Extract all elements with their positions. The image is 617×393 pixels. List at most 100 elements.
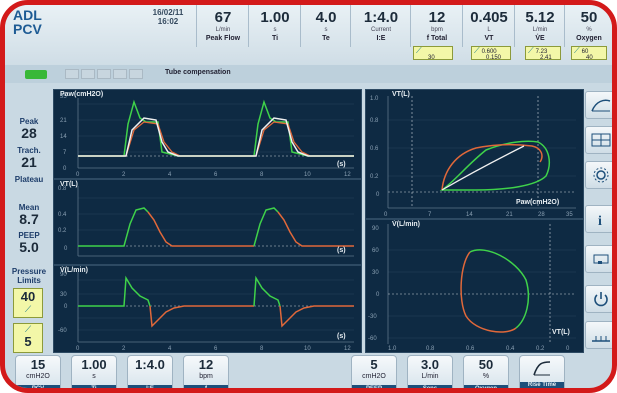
axis-tick: 8: [260, 172, 264, 178]
rise-time-button[interactable]: Rise Time: [519, 355, 565, 388]
axis-tick: 0.2: [536, 346, 545, 352]
flow-graph-title: V̇(L/min): [60, 267, 88, 274]
ie-ratio-button[interactable]: 1:4.0 I:E: [127, 355, 173, 388]
toolbar-button-4[interactable]: [113, 69, 127, 79]
slope-icon: ⟋: [574, 46, 580, 55]
axis-tick: 21: [506, 212, 513, 218]
oxygen-button[interactable]: 50 % Oxygen: [463, 355, 509, 388]
axis-tick: 30: [372, 270, 379, 276]
time-unit-label: (s): [337, 247, 346, 254]
axis-tick: 35: [60, 94, 67, 100]
axis-tick: 8: [260, 346, 264, 352]
battery-icon: [25, 70, 47, 79]
time-unit-label: (s): [337, 161, 346, 168]
mode-label: ADL: [13, 7, 42, 23]
axis-tick: 0: [376, 292, 380, 298]
peep-button[interactable]: 5 cmH2O PEEP: [351, 355, 397, 388]
info-button[interactable]: i: [585, 205, 612, 233]
axis-tick: 21: [60, 118, 67, 124]
pcv-pressure-button[interactable]: 15 cmH2O PCV: [15, 355, 61, 388]
axis-tick: 0: [376, 192, 380, 198]
layout-icon: [591, 133, 611, 147]
slope-icon: ⟋: [416, 46, 422, 55]
axis-tick: 1.0: [388, 346, 397, 352]
alarm-limit-vt[interactable]: ⟋ 0.600 0.150: [471, 46, 511, 61]
toolbar-button-1[interactable]: [65, 69, 79, 79]
axis-tick: 0.4: [58, 212, 67, 218]
axis-tick: 0.8: [426, 346, 435, 352]
axis-tick: 0: [384, 212, 388, 218]
loop2-x-label: VT(L): [552, 329, 570, 336]
power-icon: [594, 292, 608, 307]
toolbar-button-5[interactable]: [129, 69, 143, 79]
slope-icon: ⟋: [24, 304, 32, 314]
axis-tick: 6: [214, 172, 218, 178]
axis-tick: 0: [64, 246, 68, 252]
loop1-title: VT(L): [392, 91, 410, 98]
trach-pressure-readout: Trach. 21: [17, 146, 41, 170]
axis-tick: 4: [168, 172, 172, 178]
alarm-limit-oxygen[interactable]: ⟋ 60 40: [571, 46, 607, 61]
axis-tick: 28: [538, 212, 545, 218]
axis-tick: 0.2: [370, 174, 379, 180]
slope-icon: ⟋: [24, 324, 32, 334]
toolbar-button-3[interactable]: [97, 69, 111, 79]
paw-graph-title: Paw(cmH2O): [60, 91, 104, 98]
axis-tick: 35: [566, 212, 573, 218]
axis-tick: 0: [63, 166, 67, 172]
axis-tick: 10: [304, 172, 311, 178]
lung-mechanics-button[interactable]: [585, 91, 612, 119]
pressure-limit-low-button[interactable]: ⟋ 5: [13, 323, 43, 353]
flow-volume-loop: 90 60 30 0 -30 -60 1.0 0.8 0.6 0.4 0.2 0…: [365, 219, 584, 353]
flow-waveform-graph: 90 30 0 -60 0 2 4 6 8 10 12 (s) V̇(L/min…: [53, 265, 362, 353]
axis-tick: 7: [63, 150, 67, 156]
param-ti: 1.00 s Ti: [248, 5, 301, 47]
axis-tick: 0.8: [58, 186, 67, 192]
param-oxygen: 50 % Oxygen: [564, 5, 612, 47]
svg-text:i: i: [598, 214, 602, 227]
alarm-limit-f[interactable]: ⟋ 30: [413, 46, 453, 61]
mean-pressure-readout: Mean 8.7: [18, 203, 40, 227]
axis-tick: 12: [344, 172, 351, 178]
sensitivity-button[interactable]: 3.0 L/min Sens: [407, 355, 453, 388]
menu-button[interactable]: [585, 245, 612, 273]
rise-time-icon: [533, 361, 551, 376]
pressure-limits-label: Pressure Limits: [11, 267, 47, 285]
loop1-x-label: Paw(cmH2O): [516, 199, 559, 206]
layout-button[interactable]: [585, 126, 612, 154]
axis-tick: 2: [122, 346, 126, 352]
axis-tick: 90: [372, 226, 379, 232]
date-display: 16/02/11: [152, 8, 184, 17]
settings-button[interactable]: [585, 161, 612, 189]
alarm-limit-ve[interactable]: ⟋ 7.23 2.41: [525, 46, 561, 61]
ti-button[interactable]: 1.00 s Ti: [71, 355, 117, 388]
axis-tick: 7: [428, 212, 432, 218]
gear-icon: [593, 167, 609, 183]
frequency-button[interactable]: 12 bpm f: [183, 355, 229, 388]
trend-button[interactable]: [585, 321, 612, 349]
axis-tick: 0: [76, 346, 80, 352]
peep-readout: PEEP 5.0: [18, 231, 40, 255]
toolbar-button-2[interactable]: [81, 69, 95, 79]
axis-tick: -60: [58, 328, 67, 334]
axis-tick: 0: [76, 172, 80, 178]
axis-tick: 0.4: [506, 346, 515, 352]
axis-tick: 6: [214, 346, 218, 352]
standby-button[interactable]: [585, 285, 612, 313]
axis-tick: 60: [372, 248, 379, 254]
menu-icon: [593, 254, 609, 264]
axis-tick: 0: [566, 346, 570, 352]
paw-waveform-graph: 35 21 14 7 0 0 2 4 6 8 10 12 (s) Paw(cmH…: [53, 89, 362, 179]
param-te: 4.0 s Te: [300, 5, 351, 47]
axis-tick: 4: [168, 346, 172, 352]
axis-tick: 90: [60, 272, 67, 278]
pressure-limit-high-button[interactable]: 40 ⟋: [13, 288, 43, 318]
axis-tick: 12: [344, 346, 351, 352]
loop2-title: V̇(L/min): [392, 221, 420, 228]
vt-graph-title: VT(L): [60, 181, 78, 188]
axis-tick: 14: [60, 134, 67, 140]
trend-icon: [592, 336, 610, 342]
tube-compensation-label: Tube compensation: [165, 69, 231, 76]
axis-tick: 0: [64, 304, 68, 310]
